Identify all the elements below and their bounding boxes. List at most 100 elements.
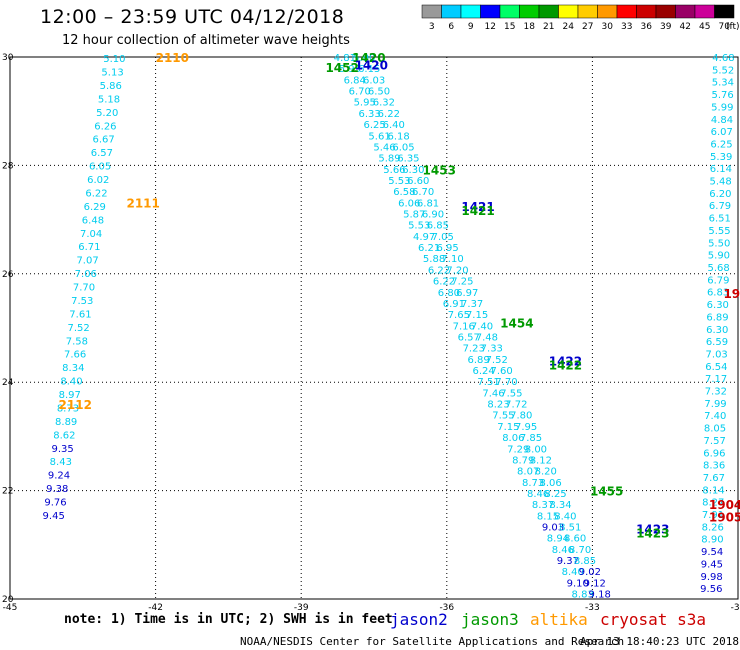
data-value-label: 6.22 [428, 265, 450, 276]
data-value-label: 5.39 [710, 152, 732, 163]
color-scale-swatch [714, 4, 735, 19]
data-value-label: 8.20 [535, 467, 557, 478]
data-value-label: 6.30 [402, 165, 424, 176]
data-value-label: 6.20 [709, 189, 731, 200]
data-value-label: 6.24 [472, 366, 494, 377]
data-value-label: 7.17 [705, 374, 727, 385]
x-tick-label: -39 [294, 603, 309, 613]
color-scale-label: 42 [680, 22, 691, 32]
data-value-label: 7.48 [476, 332, 498, 343]
data-value-label: 6.14 [710, 164, 732, 175]
data-value-label: 5.13 [101, 68, 123, 79]
data-value-label: 8.51 [559, 523, 581, 534]
color-scale-swatch [441, 4, 462, 19]
data-value-label: 8.70 [569, 545, 591, 556]
chart-subtitle: 12 hour collection of altimeter wave hei… [62, 33, 350, 48]
data-value-label: 8.40 [554, 511, 576, 522]
data-value-label: 7.37 [461, 299, 483, 310]
pass-label: 1422 [549, 358, 582, 372]
color-scale-swatch [460, 4, 481, 19]
data-value-label: 6.05 [89, 162, 111, 173]
pass-label: 190 [723, 287, 740, 301]
y-tick-label: 20 [2, 595, 14, 605]
data-value-label: 6.25 [363, 120, 385, 131]
pass-label: 1420 [352, 51, 385, 65]
color-scale-swatch [675, 4, 696, 19]
data-value-label: 7.33 [481, 344, 503, 355]
pass-label: 1421 [461, 200, 494, 214]
color-scale-label: 33 [621, 22, 632, 32]
data-value-label: 6.84 [344, 75, 366, 86]
data-value-label: 7.04 [80, 229, 102, 240]
data-value-label: 9.98 [700, 572, 722, 583]
data-value-label: 6.57 [458, 332, 480, 343]
data-value-label: 5.55 [708, 226, 730, 237]
plot-frame [9, 56, 739, 600]
data-value-label: 6.80 [438, 288, 460, 299]
data-value-label: 7.58 [66, 336, 88, 347]
data-value-label: 5.76 [711, 90, 733, 101]
data-value-label: 9.76 [44, 498, 66, 509]
data-value-label: 5.50 [708, 238, 730, 249]
data-value-label: 6.07 [711, 127, 733, 138]
data-value-label: 5.95 [339, 64, 361, 75]
color-scale-label: 70 [719, 22, 731, 32]
data-value-label: 8.94 [547, 534, 569, 545]
color-scale-label: 21 [543, 22, 554, 32]
data-value-label: 7.05 [432, 232, 454, 243]
data-value-label: 5.88 [423, 254, 445, 265]
data-value-label: 5.89 [378, 154, 400, 165]
data-value-label: 8.73 [522, 478, 544, 489]
data-value-label: 6.22 [85, 188, 107, 199]
data-value-label: 5.68 [708, 263, 730, 274]
color-scale-label: 15 [504, 22, 515, 32]
data-value-label: 7.15 [466, 310, 488, 321]
pass-label: 2112 [59, 398, 92, 412]
y-tick-label: 28 [2, 161, 14, 171]
color-scale-label: 24 [563, 22, 575, 32]
data-value-label: 8.27 [702, 498, 724, 509]
pass-label: 1904 [709, 498, 740, 512]
pass-label: 1420 [355, 59, 388, 73]
data-value-label: 7.66 [64, 350, 86, 361]
data-value-label: 4.68 [712, 53, 734, 64]
data-value-label: 7.10 [441, 254, 463, 265]
legend-jason2: jason2 [390, 610, 448, 629]
data-value-label: 6.30 [706, 325, 728, 336]
data-value-label: 9.18 [589, 590, 611, 601]
data-value-label: 6.91 [443, 299, 465, 310]
data-value-label: 6.22 [433, 277, 455, 288]
data-value-label: 7.20 [446, 265, 468, 276]
data-value-label: 7.53 [71, 296, 93, 307]
data-value-label: 6.79 [707, 275, 729, 286]
data-value-label: 6.50 [368, 87, 390, 98]
data-value-label: 8.12 [530, 455, 552, 466]
data-value-label: 7.72 [505, 400, 527, 411]
data-value-label: 6.70 [349, 87, 371, 98]
data-value-label: 8.46 [527, 489, 549, 500]
data-value-label: 7.57 [704, 436, 726, 447]
data-value-label: 6.21 [418, 243, 440, 254]
data-value-label: 8.37 [532, 500, 554, 511]
data-value-label: 9.35 [51, 444, 73, 455]
data-value-label: 6.79 [709, 201, 731, 212]
data-value-label: 7.65 [448, 310, 470, 321]
data-value-label: 7.80 [510, 411, 532, 422]
data-value-label: 8.00 [525, 444, 547, 455]
data-value-label: 7.32 [705, 387, 727, 398]
timestamp-text: Apr 13 18:40:23 UTC 2018 [580, 635, 739, 648]
data-value-label: 7.67 [703, 473, 725, 484]
pass-label: 1455 [590, 485, 623, 499]
data-value-label: 7.23 [463, 344, 485, 355]
data-value-label: 8.06 [502, 433, 524, 444]
credit-text: NOAA/NESDIS Center for Satellite Applica… [240, 635, 625, 648]
data-value-label: 8.23 [487, 400, 509, 411]
data-value-label: 5.90 [353, 53, 375, 64]
data-value-label: 8.43 [50, 457, 72, 468]
data-value-label: 6.03 [363, 75, 385, 86]
data-value-label: 9.24 [48, 471, 70, 482]
data-value-label: 7.29 [507, 444, 529, 455]
data-value-label: 6.81 [417, 198, 439, 209]
data-value-label: 6.29 [84, 202, 106, 213]
color-scale-swatch [577, 4, 598, 19]
